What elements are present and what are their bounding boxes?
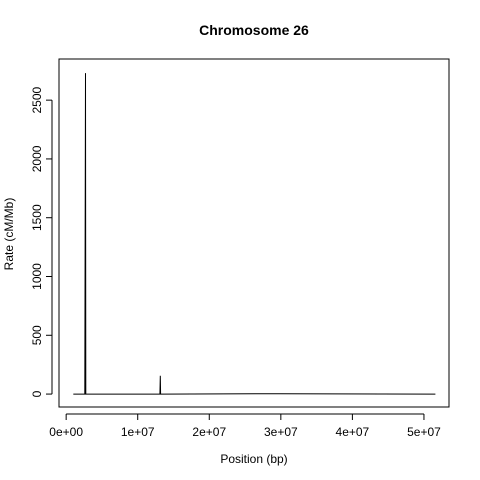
- axes: 0e+00 1e+07 2e+07 3e+07 4e+07 5e+07 0 500 1000 15…: [30, 86, 441, 439]
- x-tick-label: 5e+07: [407, 425, 441, 439]
- y-tick-label: 2000: [30, 145, 44, 172]
- y-axis-label: Rate (cM/Mb): [2, 198, 16, 271]
- y-tick-label: 0: [30, 390, 44, 397]
- x-axis-label: Position (bp): [220, 452, 287, 466]
- y-tick-label: 1000: [30, 263, 44, 290]
- series-line: [73, 73, 436, 395]
- x-tick-label: 3e+07: [264, 425, 298, 439]
- chart-title: Chromosome 26: [199, 22, 309, 38]
- x-tick-label: 4e+07: [336, 425, 370, 439]
- plot-frame: [58, 58, 450, 408]
- y-tick-label: 2500: [30, 86, 44, 113]
- x-tick-label: 2e+07: [192, 425, 226, 439]
- x-tick-label: 0e+00: [49, 425, 83, 439]
- y-tick-label: 1500: [30, 204, 44, 231]
- y-tick-label: 500: [30, 325, 44, 345]
- series-group: [73, 73, 436, 395]
- x-tick-label: 1e+07: [121, 425, 155, 439]
